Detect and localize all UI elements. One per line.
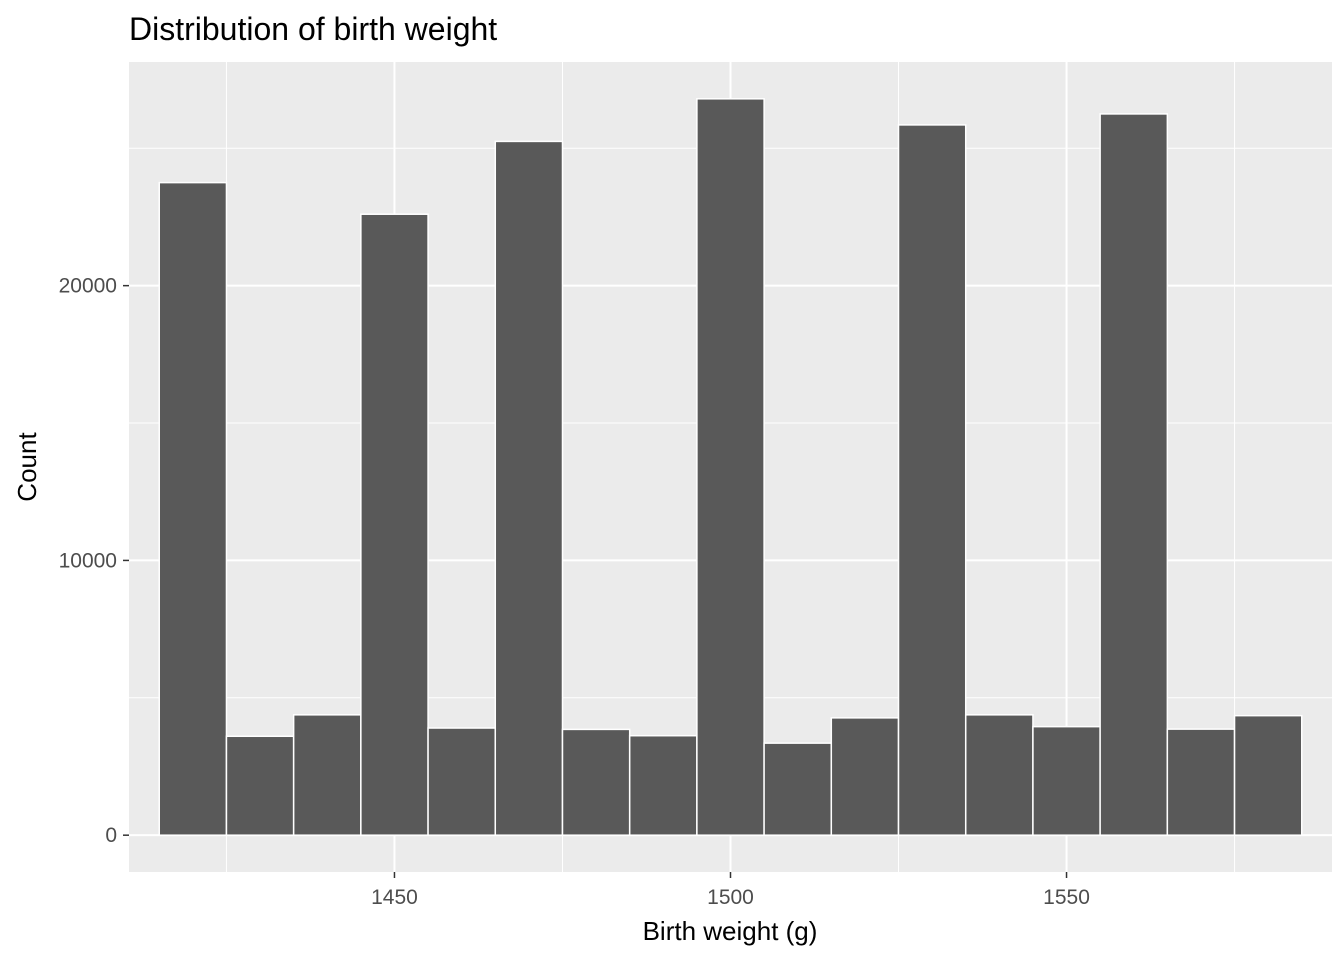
histogram-bars xyxy=(158,98,1303,836)
x-tick-label: 1550 xyxy=(1043,886,1090,909)
histogram-bar xyxy=(1032,725,1101,836)
histogram-bar xyxy=(964,714,1034,836)
histogram-bar xyxy=(561,728,631,836)
histogram-bar xyxy=(1166,728,1236,836)
y-axis-title: Count xyxy=(12,432,42,502)
x-tick-label: 1500 xyxy=(707,886,754,909)
y-tick-label: 0 xyxy=(105,824,117,847)
chart-title: Distribution of birth weight xyxy=(129,11,497,47)
histogram-bar xyxy=(897,124,967,836)
histogram-bar xyxy=(763,742,833,836)
x-axis: 1450 1500 1550 xyxy=(371,872,1090,909)
histogram-bar xyxy=(696,98,765,836)
y-axis: 0 10000 20000 xyxy=(59,275,129,847)
histogram-bar xyxy=(830,717,900,836)
histogram-bar xyxy=(427,727,497,836)
histogram-bar xyxy=(360,213,429,836)
histogram-bar xyxy=(1099,113,1169,836)
histogram-bar xyxy=(494,140,564,836)
y-tick-label: 10000 xyxy=(59,549,117,572)
histogram-bar xyxy=(158,181,228,836)
histogram-bar xyxy=(1233,714,1303,836)
y-tick-label: 20000 xyxy=(59,275,117,298)
histogram-bar xyxy=(292,714,362,836)
histogram-bar xyxy=(225,735,295,836)
histogram-bar xyxy=(628,734,698,836)
x-tick-label: 1450 xyxy=(371,886,418,909)
x-axis-title: Birth weight (g) xyxy=(643,916,818,946)
